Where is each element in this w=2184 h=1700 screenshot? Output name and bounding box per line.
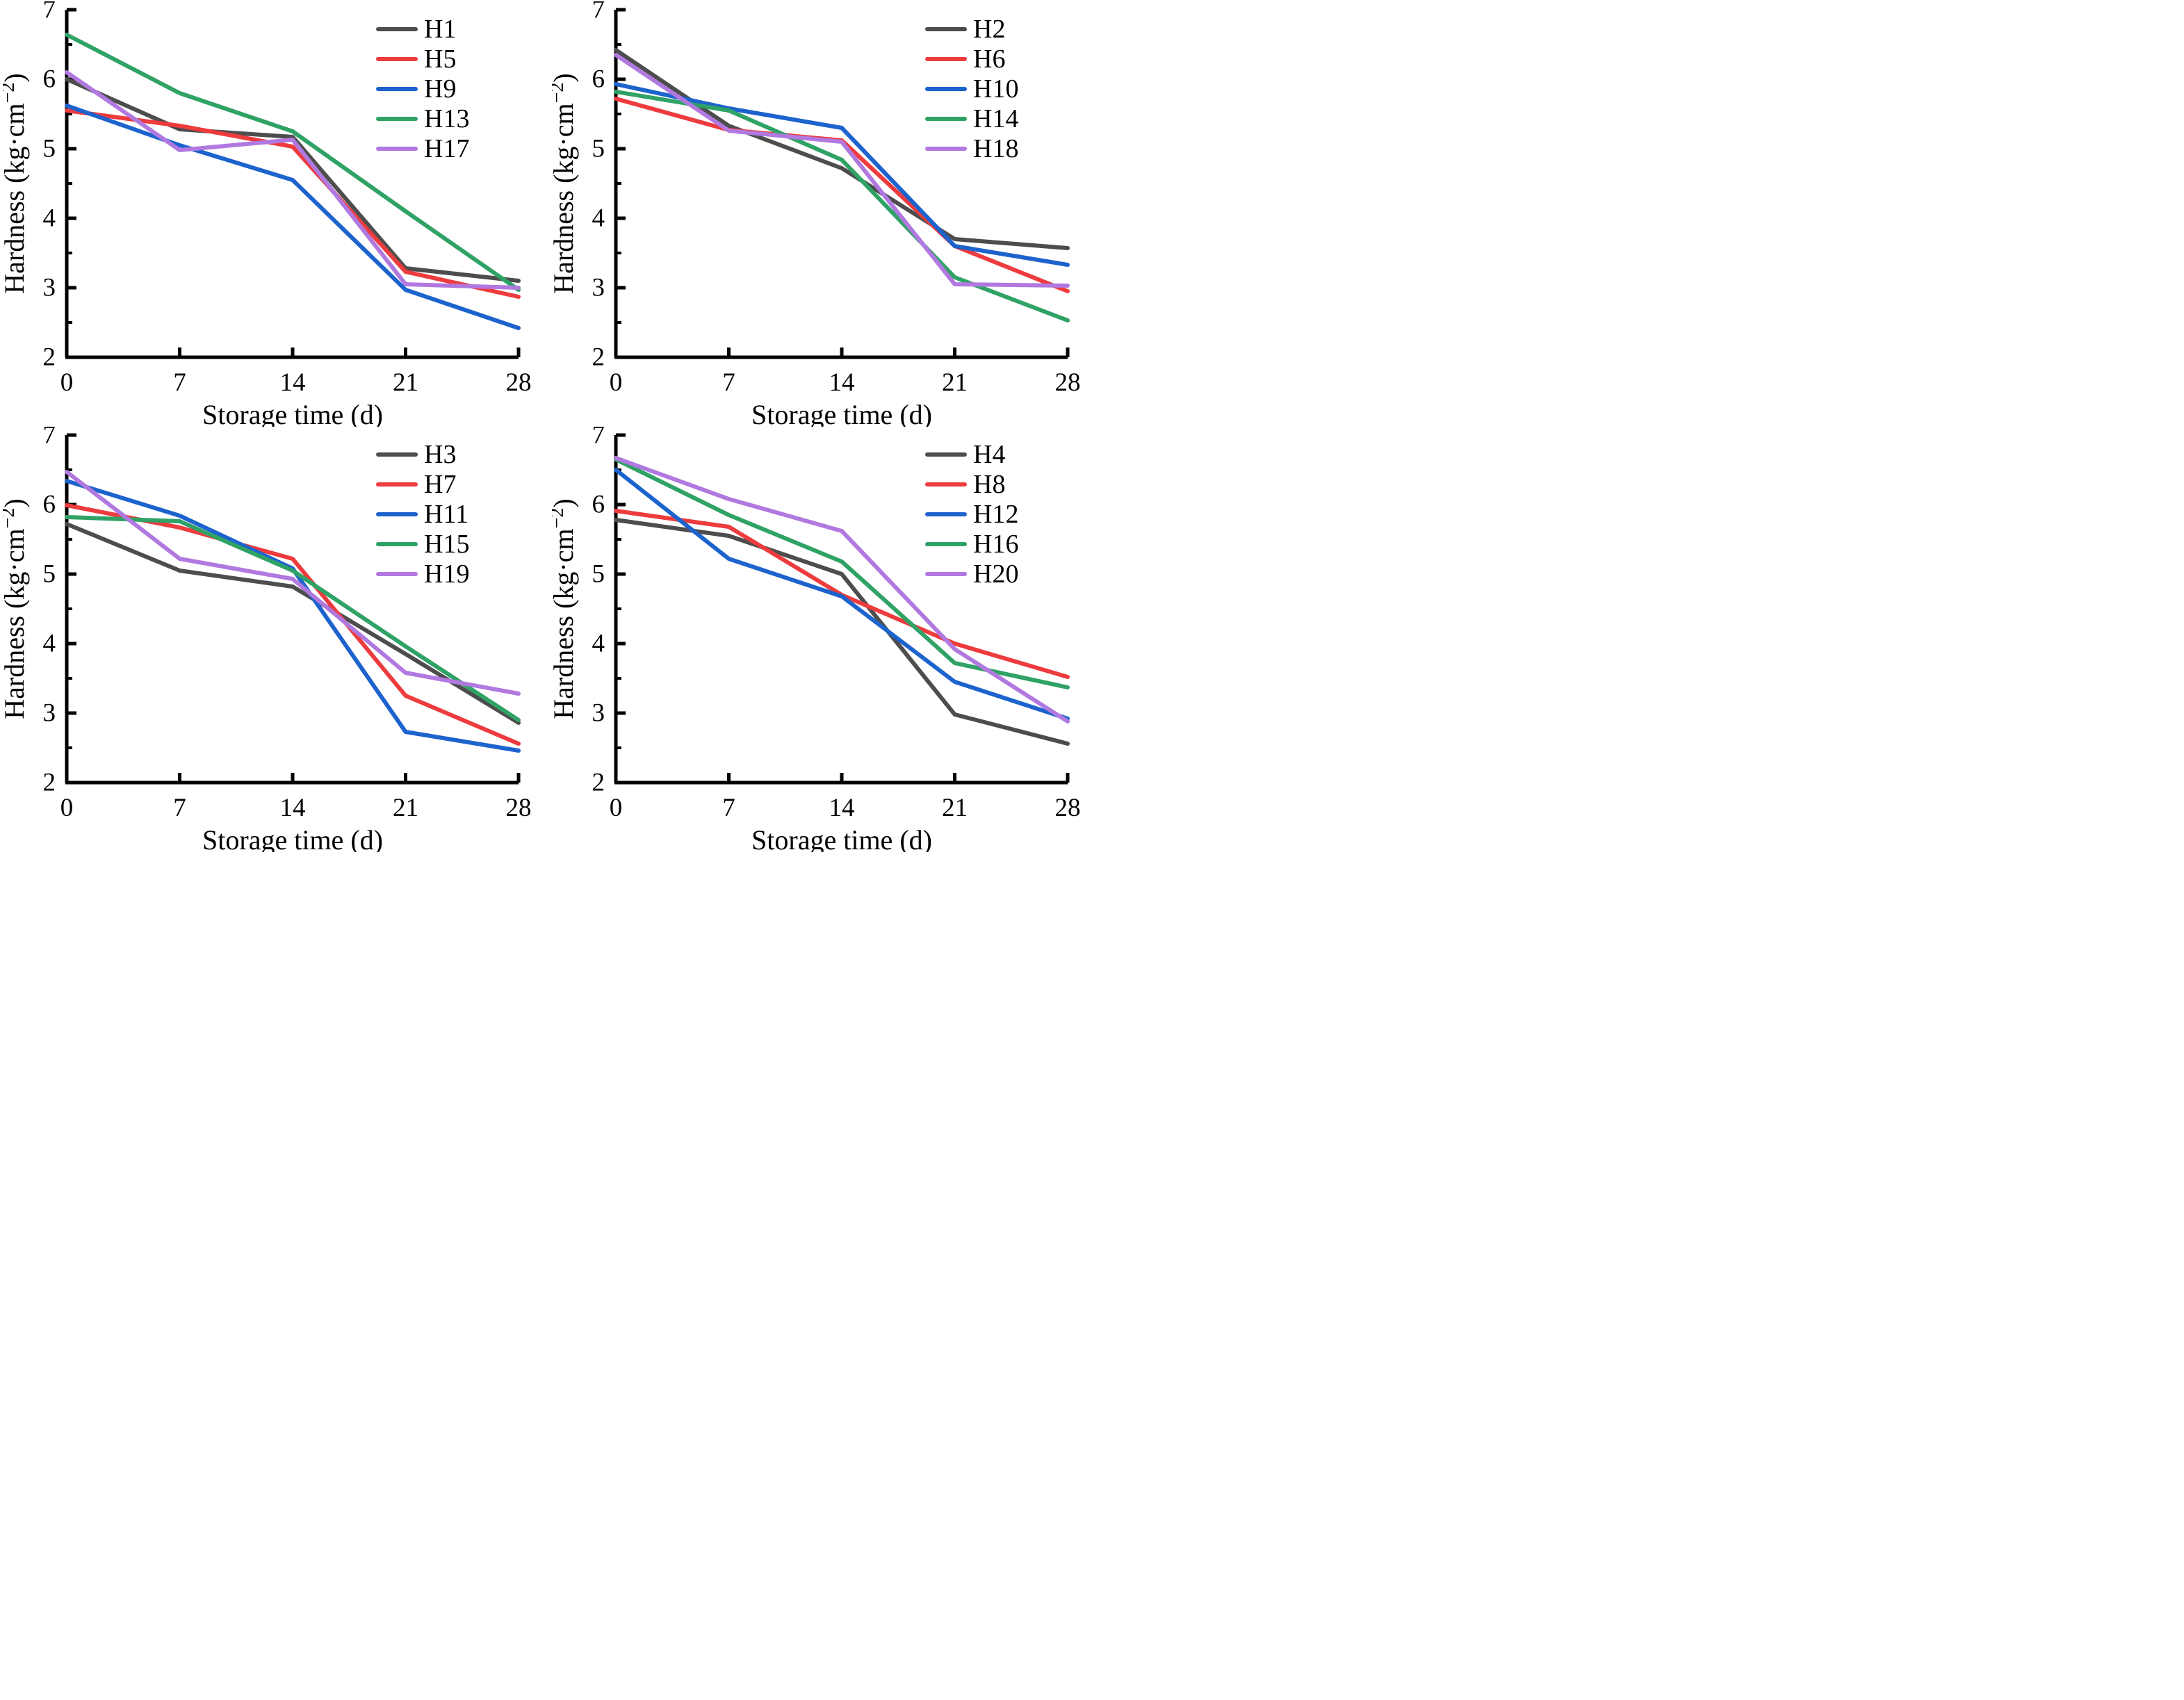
chart-panel-top-left: 2 3 4 5 6 7 0 7 14 21 28 Storage time (d) Hardness (… (0, 0, 539, 430)
legend-label-H18: H18 (973, 134, 1018, 163)
y-axis-label: Hardness (kg·cm−2) (3, 73, 30, 293)
x-tick-label: 14 (829, 794, 855, 822)
y-tick-label: 3 (43, 699, 56, 728)
y-axis-label: Hardness (kg·cm−2) (3, 498, 30, 719)
legend-label-H16: H16 (973, 530, 1018, 559)
y-tick-label: 7 (592, 1, 605, 24)
series-line-H1 (65, 77, 521, 283)
x-tick-label: 14 (280, 794, 306, 822)
legend-label-H4: H4 (973, 440, 1005, 469)
series-line-H20 (614, 456, 1070, 724)
y-tick-label: 5 (592, 135, 605, 163)
line-chart-top-right: 2 3 4 5 6 7 0 7 14 21 28 Storage time (d) Hardness (… (546, 0, 1081, 430)
x-tick-label: 21 (942, 368, 968, 397)
chart-grid: 2 3 4 5 6 7 0 7 14 21 28 Storage time (d) Hardness (… (0, 0, 1092, 856)
legend-label-H19: H19 (424, 559, 469, 589)
legend-label-H5: H5 (424, 44, 456, 74)
x-tick-label: 28 (506, 794, 532, 822)
legend-label-H13: H13 (424, 104, 469, 133)
y-tick-label: 5 (592, 560, 605, 589)
x-axis-label: Storage time (d) (202, 399, 383, 427)
chart-panel-top-right: 2 3 4 5 6 7 0 7 14 21 28 Storage time (d) Hardness (… (546, 0, 1089, 430)
chart-panel-bottom-left: 2 3 4 5 6 7 0 7 14 21 28 Storage time (d) Hardness (… (0, 421, 539, 856)
legend-label-H8: H8 (973, 470, 1005, 499)
x-tick-label: 0 (610, 368, 623, 397)
legend-label-H17: H17 (424, 134, 469, 163)
x-tick-label: 7 (722, 794, 735, 822)
x-tick-label: 14 (829, 368, 855, 397)
y-axis-label: Hardness (kg·cm−2) (552, 73, 579, 293)
legend-label-H3: H3 (424, 440, 456, 469)
legend-label-H11: H11 (424, 500, 468, 529)
y-tick-label: 2 (43, 769, 56, 797)
y-tick-label: 7 (43, 1, 56, 24)
y-tick-label: 3 (592, 699, 605, 728)
legend-label-H12: H12 (973, 500, 1018, 529)
x-tick-label: 7 (722, 368, 735, 397)
x-tick-label: 28 (1055, 794, 1081, 822)
y-tick-label: 4 (592, 204, 605, 233)
x-tick-label: 14 (280, 368, 306, 397)
legend-label-H6: H6 (973, 44, 1005, 74)
series-line-H15 (65, 515, 521, 722)
x-tick-label: 28 (1055, 368, 1081, 397)
series-line-H5 (65, 108, 521, 299)
y-tick-label: 4 (43, 204, 56, 233)
x-tick-label: 28 (506, 368, 532, 397)
line-chart-bottom-left: 2 3 4 5 6 7 0 7 14 21 28 Storage time (d) Hardness (… (0, 421, 532, 856)
x-axis-label: Storage time (d) (202, 824, 383, 852)
line-chart-bottom-right: 2 3 4 5 6 7 0 7 14 21 28 Storage time (d) Hardness (… (546, 421, 1081, 856)
y-tick-label: 7 (43, 427, 56, 450)
series-line-H13 (65, 33, 521, 292)
legend-label-H10: H10 (973, 74, 1018, 104)
series-line-H3 (65, 522, 521, 725)
legend-label-H14: H14 (973, 104, 1018, 133)
y-tick-label: 3 (592, 274, 605, 302)
y-tick-label: 7 (592, 427, 605, 450)
x-axis-label: Storage time (d) (751, 399, 932, 427)
y-tick-label: 6 (43, 65, 56, 94)
x-tick-label: 0 (610, 794, 623, 822)
y-tick-label: 5 (43, 560, 56, 589)
y-tick-label: 2 (592, 769, 605, 797)
x-tick-label: 21 (942, 794, 968, 822)
x-tick-label: 21 (393, 368, 418, 397)
legend-label-H7: H7 (424, 470, 456, 499)
series-line-H12 (614, 468, 1070, 721)
y-axis-label: Hardness (kg·cm−2) (552, 498, 579, 719)
x-tick-label: 0 (60, 368, 74, 397)
y-tick-label: 2 (592, 343, 605, 372)
y-tick-label: 4 (592, 630, 605, 658)
x-tick-label: 7 (173, 794, 186, 822)
legend-label-H20: H20 (973, 559, 1018, 589)
y-tick-label: 6 (43, 491, 56, 519)
y-tick-label: 4 (43, 630, 56, 658)
y-tick-label: 2 (43, 343, 56, 372)
series-line-H19 (65, 470, 521, 696)
x-tick-label: 7 (173, 368, 186, 397)
y-tick-label: 3 (43, 274, 56, 302)
legend-label-H1: H1 (424, 15, 456, 44)
x-tick-label: 0 (60, 794, 74, 822)
legend-label-H2: H2 (973, 15, 1005, 44)
y-tick-label: 6 (592, 491, 605, 519)
legend-label-H9: H9 (424, 74, 456, 104)
series-line-H18 (614, 53, 1070, 288)
chart-panel-bottom-right: 2 3 4 5 6 7 0 7 14 21 28 Storage time (d) Hardness (… (546, 421, 1089, 856)
line-chart-top-left: 2 3 4 5 6 7 0 7 14 21 28 Storage time (d) Hardness (… (0, 0, 532, 430)
y-tick-label: 5 (43, 135, 56, 163)
legend-label-H15: H15 (424, 530, 469, 559)
series-line-H17 (65, 70, 521, 290)
y-tick-label: 6 (592, 65, 605, 94)
x-tick-label: 21 (393, 794, 418, 822)
series-line-H9 (65, 104, 521, 330)
x-axis-label: Storage time (d) (751, 824, 932, 852)
series-line-H10 (614, 82, 1070, 267)
